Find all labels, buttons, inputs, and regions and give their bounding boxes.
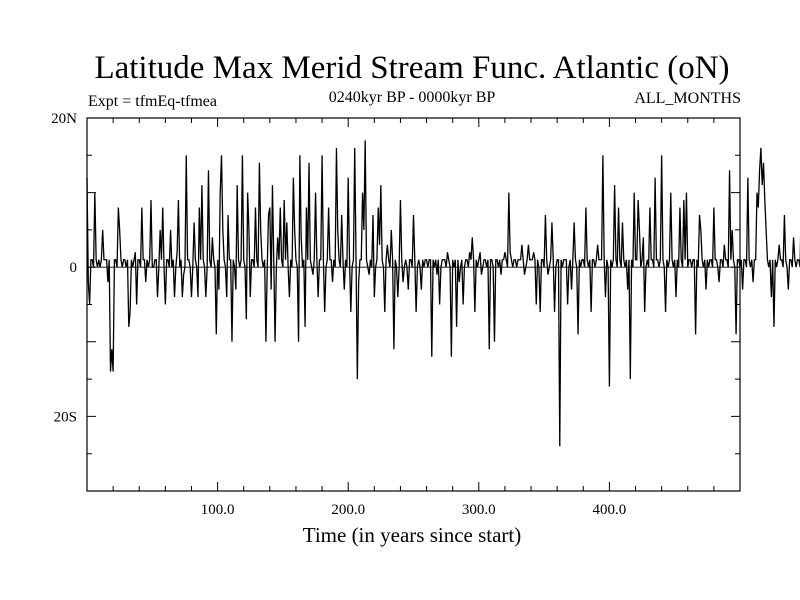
y-tick-labels: 20N 0 20S	[51, 111, 77, 425]
y-tick-label: 0	[70, 260, 78, 276]
experiment-label: Expt = tfmEq-tfmea	[88, 93, 217, 110]
x-tick-label: 100.0	[201, 502, 235, 518]
chart-title: Latitude Max Merid Stream Func. Atlantic…	[94, 50, 729, 86]
tick-marks	[87, 118, 740, 491]
x-tick-label: 300.0	[462, 502, 496, 518]
y-tick-label: 20N	[51, 111, 77, 127]
x-tick-label: 200.0	[331, 502, 365, 518]
months-label: ALL_MONTHS	[634, 90, 741, 107]
axis-ticks	[87, 118, 740, 491]
series-line	[86, 140, 800, 447]
y-tick-label: 20S	[54, 409, 77, 425]
plot-frame	[86, 117, 741, 492]
x-tick-label: 400.0	[593, 502, 627, 518]
time-range-label: 0240kyr BP - 0000kyr BP	[329, 89, 496, 106]
x-tick-labels: 100.0 200.0 300.0 400.0	[201, 502, 627, 518]
x-axis-label: Time (in years since start)	[303, 523, 522, 547]
series-group	[86, 140, 800, 447]
